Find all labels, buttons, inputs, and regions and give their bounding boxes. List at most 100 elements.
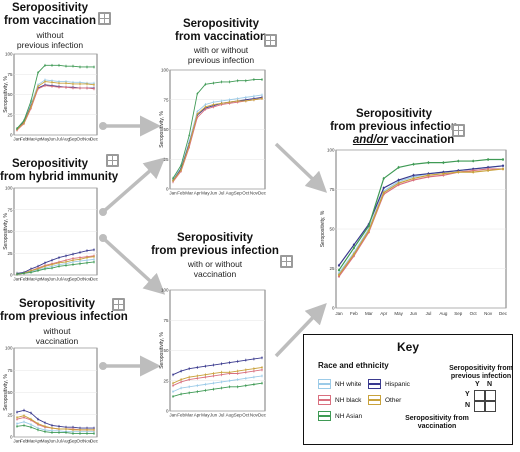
data-point: [72, 432, 74, 435]
chart-combined: Seropositivity, % 0 25 50 75 100 Jan Feb Mar Apr M…: [320, 148, 508, 317]
y-tick-label: 75: [7, 207, 13, 212]
data-point: [79, 251, 81, 254]
data-point: [79, 81, 81, 84]
data-point: [30, 418, 32, 420]
y-tick-label: 25: [329, 266, 335, 271]
x-tick-label: Mar: [27, 439, 35, 444]
data-point: [472, 159, 475, 163]
data-point: [188, 144, 190, 146]
data-point: [44, 79, 46, 81]
data-point: [188, 134, 190, 137]
data-point: [65, 86, 67, 89]
chart-inf-with: Seropositivity, % 0 25 50 75 100 Jan Feb Mar Apr M…: [159, 288, 267, 418]
data-point: [79, 427, 81, 429]
data-point: [23, 424, 25, 427]
y-axis-label: Seropositivity, %: [3, 76, 9, 113]
data-point: [196, 375, 199, 377]
data-point: [93, 429, 95, 431]
data-point: [245, 371, 247, 374]
key-grid-n-left: N: [465, 402, 471, 409]
arrow-inf-with-to-combined: [274, 302, 327, 358]
data-point: [412, 163, 415, 166]
data-point: [457, 169, 460, 172]
x-tick-label: Jun: [48, 137, 56, 142]
series-line: [172, 79, 262, 179]
data-point: [44, 64, 46, 67]
data-point: [172, 382, 174, 384]
data-point: [72, 261, 74, 263]
data-point: [30, 105, 32, 108]
data-point: [79, 432, 81, 435]
data-point: [228, 101, 231, 103]
legend-label: NH black: [335, 396, 362, 404]
y-tick-label: 100: [5, 52, 13, 57]
data-point: [51, 427, 53, 429]
data-point: [188, 376, 190, 378]
data-point: [220, 387, 223, 389]
key-grid-label-top: Seropositivity from previous infection: [449, 365, 513, 380]
legend-item: NH white: [318, 379, 361, 389]
data-point: [37, 429, 39, 431]
legend-swatch: [318, 395, 331, 405]
data-point: [58, 428, 60, 430]
data-point: [442, 174, 445, 177]
y-axis-label: Seropositivity, %: [3, 213, 9, 250]
data-point: [180, 370, 182, 372]
data-point: [93, 427, 95, 429]
series-line: [172, 94, 263, 180]
data-point: [172, 177, 174, 180]
data-point: [486, 169, 490, 172]
y-tick-label: 50: [163, 348, 169, 353]
data-point: [412, 174, 415, 177]
x-tick-label: Dec: [499, 311, 508, 316]
x-tick-label: Aug: [439, 311, 448, 316]
data-point: [180, 164, 182, 166]
data-point: [44, 268, 46, 270]
series-line: [16, 261, 95, 275]
x-tick-label: Jul: [426, 311, 432, 316]
data-point: [65, 65, 67, 67]
data-point: [16, 273, 18, 275]
data-point: [212, 375, 215, 377]
x-tick-label: Nov: [250, 413, 259, 418]
x-tick-label: May: [201, 191, 210, 196]
key-title: Key: [396, 340, 419, 354]
x-tick-label: Jun: [410, 311, 418, 316]
data-point: [30, 412, 32, 414]
data-point: [382, 191, 385, 194]
data-point: [93, 258, 95, 261]
data-point: [180, 378, 182, 381]
x-tick-label: Feb: [20, 439, 28, 444]
data-point: [212, 106, 215, 108]
data-point: [501, 158, 505, 161]
data-point: [72, 65, 74, 67]
data-point: [44, 80, 46, 83]
data-point: [37, 85, 39, 88]
data-point: [427, 172, 430, 175]
legend-label: NH white: [335, 380, 362, 388]
data-point: [188, 392, 190, 394]
y-tick-label: 25: [7, 112, 13, 117]
data-point: [236, 378, 239, 381]
series-line: [16, 415, 94, 431]
y-tick-label: 25: [163, 157, 169, 162]
data-point: [196, 93, 199, 95]
data-point: [442, 172, 445, 175]
data-point: [51, 429, 53, 432]
x-tick-label: Aug: [62, 439, 71, 444]
panel-title-inf-without: Seropositivity from previous infection: [0, 298, 128, 323]
data-point: [204, 383, 207, 386]
data-point: [261, 369, 263, 371]
data-point: [86, 429, 88, 431]
data-point: [245, 100, 247, 102]
data-point: [51, 431, 53, 434]
x-tick-label: Jul: [219, 413, 225, 418]
data-point: [204, 108, 207, 111]
data-point: [204, 365, 207, 368]
data-point: [72, 257, 74, 260]
series-line: [172, 98, 263, 181]
x-tick-label: Jul: [219, 191, 225, 196]
data-point: [245, 359, 247, 361]
legend-swatch: [318, 379, 331, 389]
grid-icon: [264, 34, 277, 47]
